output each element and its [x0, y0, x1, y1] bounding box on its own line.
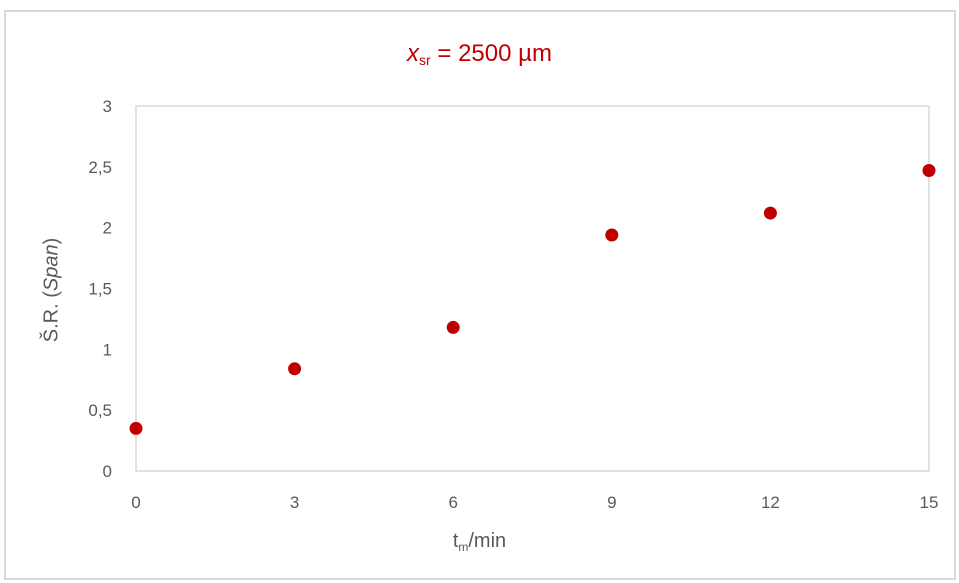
- title-variable: x: [407, 40, 420, 67]
- data-point: [129, 421, 143, 435]
- data-point: [922, 163, 936, 177]
- data-points: [129, 163, 936, 435]
- x-tick-label: 12: [761, 493, 780, 512]
- y-tick-label: 1,5: [88, 280, 112, 299]
- x-axis-label-subscript: m: [458, 540, 469, 554]
- y-tick-label: 0,5: [88, 401, 112, 420]
- y-axis-label: Š.R. (Span): [41, 238, 64, 343]
- data-point: [288, 362, 302, 376]
- x-tick-label: 3: [290, 493, 299, 512]
- y-axis-label-main: Š.R. (: [40, 291, 63, 343]
- x-axis-label-rest: /min: [468, 530, 507, 552]
- data-point: [446, 320, 460, 334]
- x-tick-label: 9: [607, 493, 616, 512]
- x-axis-ticks: 0 3 6 9 12 15: [131, 493, 938, 512]
- title-subscript: sr: [419, 52, 431, 68]
- y-tick-label: 2: [103, 219, 112, 238]
- chart-title: xsr = 2500 µm: [0, 40, 959, 68]
- x-tick-label: 0: [131, 493, 140, 512]
- y-axis-ticks: 0 0,5 1 1,5 2 2,5 3: [88, 97, 112, 481]
- y-axis-label-rest: ): [40, 237, 63, 245]
- y-tick-label: 0: [103, 462, 112, 481]
- plot-area-border: [135, 105, 930, 472]
- y-tick-label: 3: [103, 97, 112, 116]
- data-point: [605, 228, 619, 242]
- x-axis-label: tm/min: [0, 530, 959, 554]
- y-axis-label-italic: Span: [40, 244, 63, 292]
- x-tick-label: 15: [920, 493, 939, 512]
- x-axis-label-main: t: [452, 530, 459, 552]
- chart-frame: [4, 10, 956, 580]
- y-tick-label: 2,5: [88, 158, 112, 177]
- title-value: = 2500 µm: [430, 40, 552, 67]
- x-tick-label: 6: [448, 493, 457, 512]
- data-point: [763, 206, 777, 220]
- y-tick-label: 1: [103, 340, 112, 359]
